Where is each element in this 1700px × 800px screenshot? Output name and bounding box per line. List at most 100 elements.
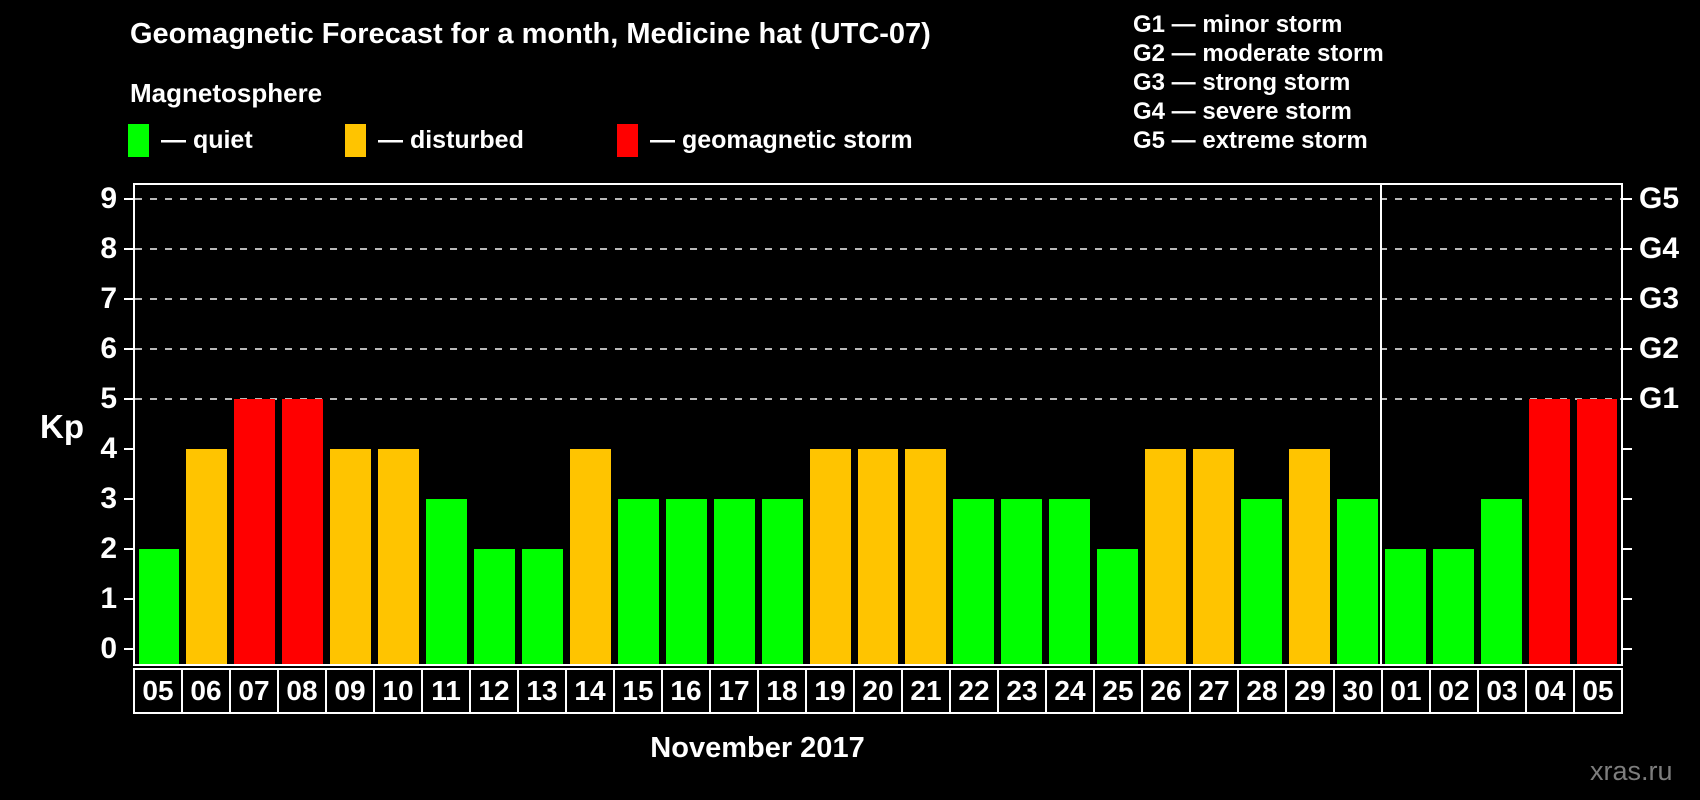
date-label-17: 17 — [709, 668, 759, 714]
kp-bar-day-09 — [330, 449, 372, 664]
kp-bar-day-11 — [426, 499, 468, 664]
kp-bar-day-08 — [282, 399, 324, 664]
kp-bar-day-05 — [1576, 399, 1618, 664]
date-label-14: 14 — [565, 668, 615, 714]
kp-bar-day-21 — [905, 449, 947, 664]
month-divider-line — [1380, 185, 1383, 664]
date-label-15: 15 — [613, 668, 663, 714]
date-label-16: 16 — [661, 668, 711, 714]
gridline-kp7 — [135, 298, 1621, 300]
left-tick-kp2 — [124, 548, 133, 550]
x-axis-month-label: November 2017 — [650, 732, 865, 764]
legend-label-disturbed: — disturbed — [378, 125, 524, 154]
date-label-07: 07 — [229, 668, 279, 714]
storm-scale-line-g5: G5 — extreme storm — [1133, 127, 1368, 154]
g-level-label-g1: G1 — [1639, 382, 1680, 415]
kp-bar-day-25 — [1097, 549, 1139, 664]
date-label-25: 25 — [1093, 668, 1143, 714]
storm-scale-legend: G1 — minor storm G2 — moderate storm G3 … — [1133, 10, 1384, 155]
date-label-13: 13 — [517, 668, 567, 714]
kp-bar-day-14 — [569, 449, 611, 664]
y-tick-label-9: 9 — [100, 182, 117, 215]
kp-bar-day-18 — [761, 499, 803, 664]
watermark-xras: xras.ru — [1590, 756, 1673, 786]
y-tick-label-0: 0 — [100, 632, 117, 665]
disturbed-color-swatch — [345, 123, 366, 157]
kp-bar-day-28 — [1241, 499, 1282, 664]
date-label-22: 22 — [949, 668, 999, 714]
date-label-05: 05 — [133, 668, 183, 714]
kp-bar-day-27 — [1193, 449, 1234, 664]
kp-bar-day-24 — [1049, 499, 1091, 664]
y-tick-label-2: 2 — [100, 532, 117, 565]
date-label-30: 30 — [1333, 668, 1383, 714]
right-tick-kp9 — [1623, 198, 1632, 200]
right-tick-kp1 — [1623, 598, 1632, 600]
date-label-28: 28 — [1237, 668, 1287, 714]
kp-bar-day-15 — [617, 499, 659, 664]
chart-title: Geomagnetic Forecast for a month, Medici… — [130, 18, 931, 50]
date-label-06: 06 — [181, 668, 231, 714]
left-tick-kp6 — [124, 348, 133, 350]
right-tick-kp7 — [1623, 298, 1632, 300]
kp-bar-day-16 — [665, 499, 707, 664]
right-tick-kp3 — [1623, 498, 1632, 500]
date-label-24: 24 — [1045, 668, 1095, 714]
plot-area: 0 1 2 3 4 5 6 7 8 9 G1 G2 G3 G4 G5 — [100, 183, 1679, 666]
date-label-19: 19 — [805, 668, 855, 714]
y-tick-label-5: 5 — [100, 382, 117, 415]
storm-scale-line-g1: G1 — minor storm — [1133, 11, 1343, 38]
kp-bar-day-19 — [809, 449, 851, 664]
y-tick-label-7: 7 — [100, 282, 117, 315]
date-label-21: 21 — [901, 668, 951, 714]
date-label-05: 05 — [1573, 668, 1623, 714]
date-label-01: 01 — [1381, 668, 1431, 714]
date-label-04: 04 — [1525, 668, 1575, 714]
left-tick-kp0 — [124, 648, 133, 650]
storm-color-swatch — [617, 123, 638, 157]
date-label-27: 27 — [1189, 668, 1239, 714]
legend-item-disturbed: — disturbed — [345, 122, 524, 158]
date-label-29: 29 — [1285, 668, 1335, 714]
g-level-label-g2: G2 — [1639, 332, 1680, 365]
g-level-label-g3: G3 — [1639, 282, 1680, 315]
kp-bar-day-29 — [1288, 449, 1330, 664]
legend-item-quiet: — quiet — [128, 122, 253, 158]
gridline-kp8 — [135, 248, 1621, 250]
date-label-12: 12 — [469, 668, 519, 714]
y-axis-label-kp: Kp — [40, 408, 84, 445]
legend-label-storm: — geomagnetic storm — [650, 125, 913, 154]
y-tick-label-1: 1 — [100, 582, 117, 615]
kp-bar-day-01 — [1384, 549, 1426, 664]
date-label-18: 18 — [757, 668, 807, 714]
date-axis-row: 05 06 07 08 09 10 11 12 13 14 15 16 17 18 19 20 21 22 23 24… — [133, 668, 1623, 714]
kp-bar-day-23 — [1001, 499, 1043, 664]
gridline-kp9 — [135, 198, 1621, 200]
storm-scale-line-g3: G3 — strong storm — [1133, 69, 1351, 96]
kp-bar-day-22 — [953, 499, 995, 664]
kp-bar-day-05 — [138, 549, 180, 664]
right-tick-kp6 — [1623, 348, 1632, 350]
y-tick-label-4: 4 — [100, 432, 117, 465]
storm-scale-line-g4: G4 — severe storm — [1133, 98, 1352, 125]
kp-bar-day-04 — [1528, 399, 1570, 664]
kp-bar-day-03 — [1480, 499, 1522, 664]
date-label-03: 03 — [1477, 668, 1527, 714]
right-tick-kp5 — [1623, 398, 1632, 400]
kp-bar-day-30 — [1336, 499, 1378, 664]
date-label-09: 09 — [325, 668, 375, 714]
date-label-02: 02 — [1429, 668, 1479, 714]
kp-bar-day-26 — [1145, 449, 1187, 664]
storm-scale-line-g2: G2 — moderate storm — [1133, 40, 1384, 67]
g-level-label-g5: G5 — [1639, 182, 1680, 215]
right-tick-kp8 — [1623, 248, 1632, 250]
date-label-20: 20 — [853, 668, 903, 714]
kp-bar-day-13 — [521, 549, 563, 664]
date-label-10: 10 — [373, 668, 423, 714]
g-level-label-g4: G4 — [1639, 232, 1680, 265]
kp-bar-day-10 — [378, 449, 420, 664]
left-tick-kp1 — [124, 598, 133, 600]
legend-item-storm: — geomagnetic storm — [617, 122, 913, 158]
right-tick-kp2 — [1623, 548, 1632, 550]
